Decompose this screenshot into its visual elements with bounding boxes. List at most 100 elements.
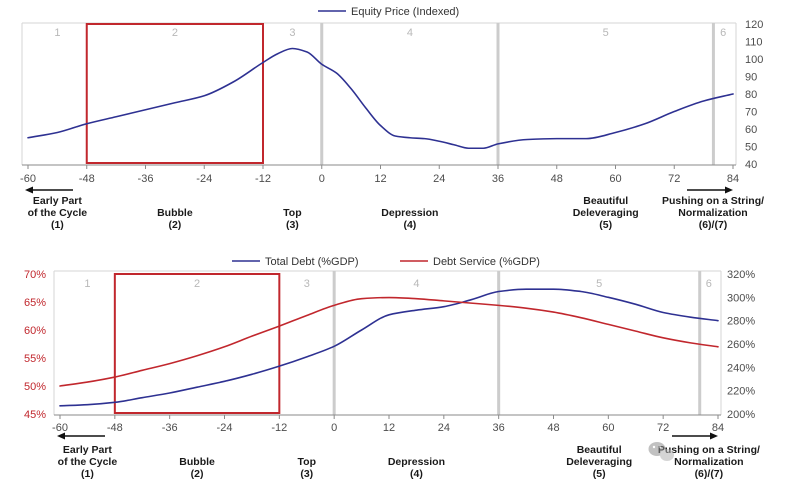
right-y-tick-label: 280%	[727, 316, 755, 328]
x-tick-label: -48	[79, 173, 95, 185]
left-y-tick-label: 70%	[24, 269, 46, 281]
phase-number: 1	[54, 27, 60, 39]
legend-label-total-debt-gdp: Total Debt (%GDP)	[265, 256, 359, 268]
phase-label-line: Top	[298, 456, 316, 468]
phase-label-6: Pushing on a String/Normalization(6)/(7)	[662, 186, 764, 231]
right-y-tick-label: 200%	[727, 409, 755, 421]
phase-number: 3	[289, 27, 295, 39]
x-tick-label: 72	[668, 173, 680, 185]
phase-label-line: Beautiful	[583, 195, 628, 207]
phase-label-4: Depression(4)	[381, 207, 438, 231]
left-y-tick-label: 50%	[24, 381, 46, 393]
phase-label-line: Early Part	[33, 195, 83, 207]
phase-label-line: (5)	[593, 468, 606, 480]
arrow-left-icon	[57, 432, 105, 440]
phase-label-line: Pushing on a String/	[658, 444, 760, 456]
arrow-left-icon	[25, 186, 73, 194]
right-y-tick-label: 40	[745, 159, 757, 171]
phase-number: 4	[407, 27, 413, 39]
bubble-phase-highlight-box	[113, 273, 281, 414]
phase-label-line: Pushing on a String/	[662, 195, 764, 207]
phase-label-line: Deleveraging	[566, 456, 632, 468]
right-y-tick-label: 50	[745, 142, 757, 154]
phase-label-2: Bubble(2)	[179, 456, 215, 480]
x-tick-label: 12	[374, 173, 386, 185]
arrow-head	[725, 186, 733, 194]
x-tick-label: -24	[196, 173, 212, 185]
x-tick-label: 12	[383, 422, 395, 434]
phase-label-line: (4)	[403, 219, 416, 231]
x-tick-label: -36	[162, 422, 178, 434]
arrow-right-icon	[687, 186, 733, 194]
left-y-tick-label: 45%	[24, 409, 46, 421]
phase-label-2: Bubble(2)	[157, 207, 193, 231]
x-tick-label: 48	[551, 173, 563, 185]
watermark	[648, 442, 674, 461]
x-tick-label: 36	[492, 173, 504, 185]
right-y-tick-label: 220%	[727, 386, 755, 398]
phase-number: 1	[84, 278, 90, 290]
x-tick-label: 72	[657, 422, 669, 434]
x-tick-label: 60	[602, 422, 614, 434]
equity-price-indexed-line	[27, 47, 734, 150]
arrow-head	[57, 432, 65, 440]
watermark-bubble-small	[660, 449, 674, 461]
right-y-tick-label: 100	[745, 54, 763, 66]
x-tick-label: 84	[727, 173, 739, 185]
phase-number: 4	[413, 278, 419, 290]
phase-label-line: Depression	[388, 456, 445, 468]
phase-label-line: (5)	[599, 219, 612, 231]
phase-label-line: of the Cycle	[58, 456, 118, 468]
arrow-right-icon	[672, 432, 718, 440]
left-y-tick-label: 65%	[24, 297, 46, 309]
left-y-tick-label: 60%	[24, 325, 46, 337]
arrow-head	[25, 186, 33, 194]
bubble-phase-highlight-box	[85, 23, 264, 164]
x-tick-label: -36	[138, 173, 154, 185]
x-tick-label: -48	[107, 422, 123, 434]
right-y-tick-label: 70	[745, 107, 757, 119]
right-y-tick-label: 90	[745, 72, 757, 84]
equity-price-chart: 1 2 3 4 5 6-60 -48 -36 -24 -12 0 12 24 36 48 60 72 844050…	[20, 6, 764, 231]
phase-number: 6	[720, 27, 726, 39]
x-tick-label: -60	[20, 173, 36, 185]
right-y-tick-label: 120	[745, 19, 763, 31]
phase-label-6: Pushing on a String/Normalization(6)/(7)	[658, 432, 760, 480]
phase-label-line: (6)/(7)	[699, 219, 728, 231]
phase-number: 6	[706, 278, 712, 290]
right-y-tick-label: 320%	[727, 269, 755, 281]
x-tick-label: 0	[319, 173, 325, 185]
right-y-tick-label: 300%	[727, 292, 755, 304]
phase-label-line: (2)	[191, 468, 204, 480]
phase-number: 5	[603, 27, 609, 39]
watermark-dot	[658, 445, 662, 449]
phase-label-line: (3)	[300, 468, 313, 480]
phase-label-line: of the Cycle	[28, 207, 88, 219]
right-y-tick-label: 80	[745, 89, 757, 101]
phase-label-line: (1)	[51, 219, 64, 231]
phase-label-line: Bubble	[179, 456, 215, 468]
x-tick-label: 36	[493, 422, 505, 434]
x-tick-label: -12	[255, 173, 271, 185]
wechat-icon	[648, 442, 674, 461]
phase-label-line: (3)	[286, 219, 299, 231]
x-tick-label: 0	[331, 422, 337, 434]
phase-label-line: Deleveraging	[573, 207, 639, 219]
x-tick-label: 84	[712, 422, 724, 434]
debt-and-debt-service-chart: 1 2 3 4 5 6-60 -48 -36 -24 -12 0 12 24 36 48 60 72 84200%…	[24, 256, 760, 480]
legend-label-debt-service-gdp: Debt Service (%GDP)	[433, 256, 540, 268]
phase-label-line: Beautiful	[577, 444, 622, 456]
phase-number: 3	[304, 278, 310, 290]
right-y-tick-label: 240%	[727, 362, 755, 374]
left-y-tick-label: 55%	[24, 353, 46, 365]
x-tick-label: -24	[217, 422, 233, 434]
phase-number: 2	[172, 27, 178, 39]
arrow-head	[710, 432, 718, 440]
phase-label-line: (2)	[168, 219, 181, 231]
